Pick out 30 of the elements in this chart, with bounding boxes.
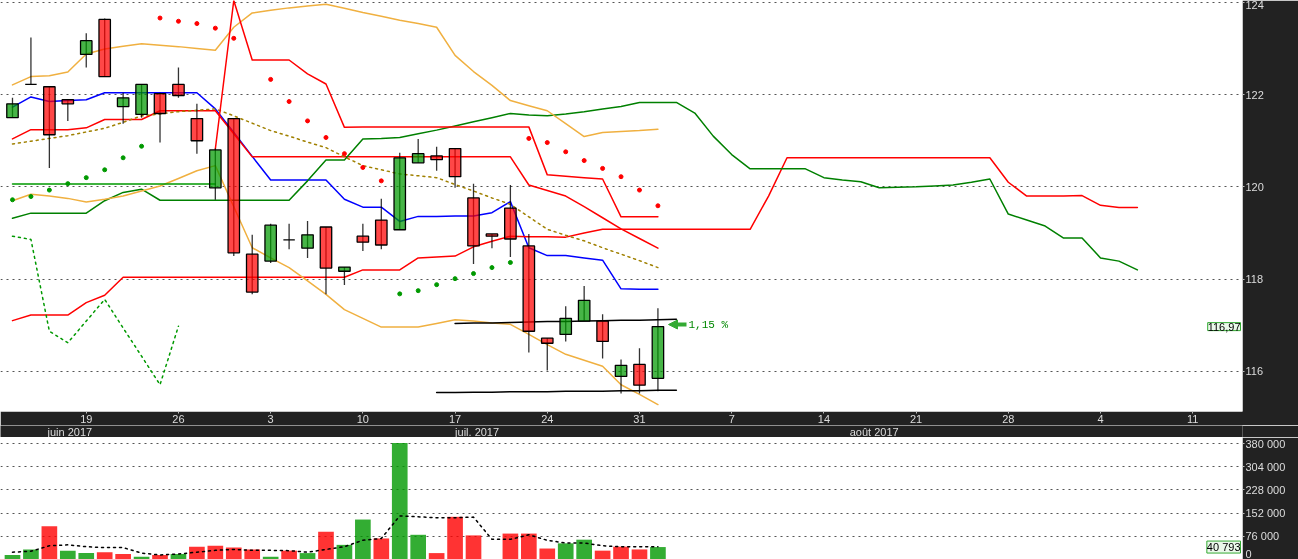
- annotation: 1,15 %: [688, 318, 729, 331]
- x-tick-label: 3: [267, 412, 274, 425]
- y-tick-label: 152 000: [1245, 507, 1286, 520]
- y-tick-label: 0: [1245, 547, 1252, 559]
- annotation: août 2017: [849, 425, 899, 438]
- y-tick-label: 124: [1245, 0, 1264, 11]
- y-tick-label: 120: [1245, 180, 1264, 193]
- x-tick-label: 11: [1187, 412, 1199, 425]
- y-tick-label: 304 000: [1245, 460, 1286, 473]
- x-tick-label: 7: [728, 412, 735, 425]
- x-tick-label: 24: [541, 412, 554, 425]
- y-tick-label: 380 000: [1245, 437, 1286, 450]
- annotation: juin 2017: [46, 425, 93, 438]
- x-tick-label: 21: [909, 412, 923, 425]
- annotation: 116,97: [1207, 320, 1241, 333]
- x-tick-label: 28: [1002, 412, 1015, 425]
- y-tick-label: 76 000: [1245, 530, 1280, 543]
- annotation: juil. 2017: [454, 425, 500, 438]
- x-tick-label: 4: [1097, 412, 1104, 425]
- x-tick-label: 19: [80, 412, 93, 425]
- x-tick-label: 26: [172, 412, 185, 425]
- y-tick-label: 116: [1245, 365, 1264, 378]
- x-tick-label: 17: [448, 412, 462, 425]
- x-tick-label: 31: [633, 412, 646, 425]
- y-tick-label: 122: [1245, 88, 1264, 101]
- x-tick-label: 10: [356, 412, 369, 425]
- x-tick-label: 14: [817, 412, 831, 425]
- annotation: 40 793: [1206, 541, 1241, 554]
- y-tick-label: 118: [1245, 273, 1264, 286]
- y-tick-label: 228 000: [1245, 483, 1286, 496]
